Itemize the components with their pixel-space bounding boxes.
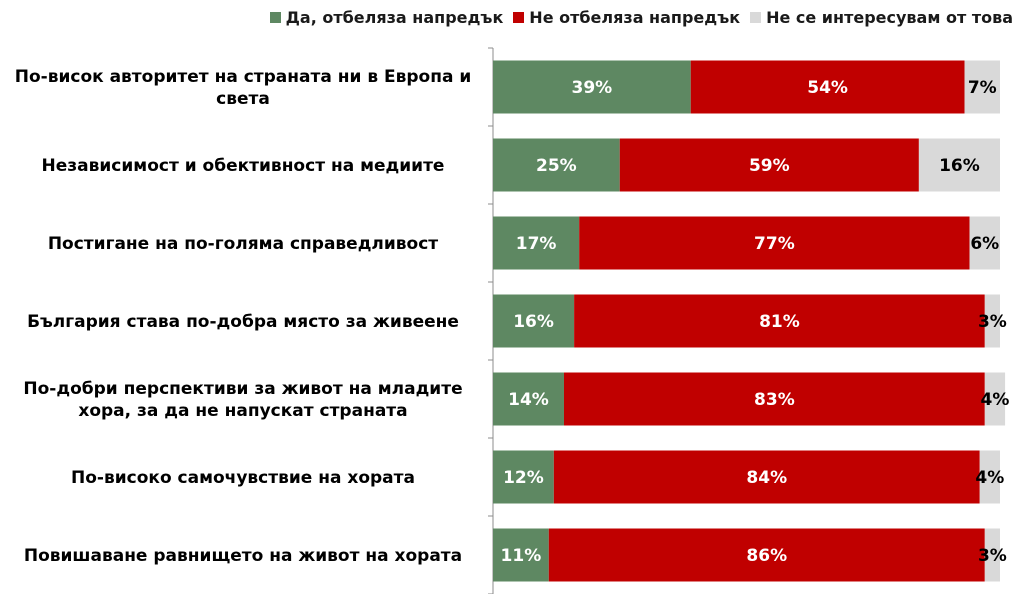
bar-segment-progress <box>493 450 554 504</box>
bar-segment-no-progress <box>619 138 919 192</box>
bar-segment-no-progress <box>553 450 980 504</box>
bar-value-label: 83% <box>754 390 795 410</box>
category-label: По-добри перспективи за живот на младите… <box>23 379 462 421</box>
bar-value-label: 54% <box>807 78 848 98</box>
legend-label-not-interested: Не се интересувам от това <box>766 8 1013 27</box>
category-label: По-висок авторитет на страната ни в Евро… <box>15 67 472 109</box>
bar-segment-no-progress <box>563 372 985 426</box>
bar-value-label: 59% <box>749 156 790 176</box>
category-label: Повишаване равнището на живот на хората <box>24 546 462 566</box>
legend-label-progress: Да, отбеляза напредък <box>285 8 504 27</box>
bar-segment-progress <box>493 138 620 192</box>
bar-segment-progress <box>493 294 575 348</box>
bar-value-label: 77% <box>754 234 795 254</box>
bar-value-label: 4% <box>975 468 1004 488</box>
category-label: Независимост и обективност на медиите <box>42 156 445 176</box>
bar-segment-not-interested <box>984 528 1000 582</box>
legend-swatch-no-progress <box>513 12 525 23</box>
bar-value-label: 17% <box>516 234 557 254</box>
bar-segment-no-progress <box>690 60 965 114</box>
bar-value-label: 14% <box>508 390 549 410</box>
bar-segment-not-interested <box>979 450 1000 504</box>
bar-value-label: 4% <box>980 390 1009 410</box>
bar-value-label: 7% <box>968 78 997 98</box>
bar-value-label: 86% <box>746 546 787 566</box>
bar-segment-no-progress <box>579 216 970 270</box>
legend-swatch-progress <box>269 12 281 23</box>
bar-value-label: 11% <box>501 546 542 566</box>
bar-segment-not-interested <box>984 372 1006 426</box>
bar-segment-progress <box>493 372 564 426</box>
bar-segment-no-progress <box>574 294 985 348</box>
bar-value-label: 39% <box>572 78 613 98</box>
bar-segment-not-interested <box>964 60 1000 114</box>
bar-value-label: 12% <box>503 468 544 488</box>
legend-swatch-not-interested <box>750 12 762 23</box>
bar-value-label: 3% <box>978 312 1007 332</box>
legend: Да, отбеляза напредък Не отбеляза напред… <box>260 8 1013 27</box>
category-label: Постигане на по-голяма справедливост <box>48 234 438 254</box>
bar-segment-no-progress <box>548 528 985 582</box>
bar-value-label: 3% <box>978 546 1007 566</box>
bar-segment-not-interested <box>969 216 1000 270</box>
bar-value-label: 16% <box>939 156 980 176</box>
legend-item-no-progress: Не отбеляза напредък <box>513 8 740 27</box>
legend-item-progress: Да, отбеляза напредък <box>269 8 504 27</box>
bar-segment-progress <box>493 528 549 582</box>
bar-segment-not-interested <box>918 138 1000 192</box>
bar-value-label: 84% <box>746 468 787 488</box>
legend-label-no-progress: Не отбеляза напредък <box>529 8 741 27</box>
bar-segment-progress <box>493 60 691 114</box>
bar-value-label: 6% <box>970 234 999 254</box>
bar-value-label: 16% <box>513 312 554 332</box>
bar-value-label: 81% <box>759 312 800 332</box>
category-label: По-високо самочувствие на хората <box>71 468 415 488</box>
bar-segment-not-interested <box>984 294 1000 348</box>
category-label: България става по-добра място за живеене <box>27 312 459 332</box>
bar-segment-progress <box>493 216 580 270</box>
bar-value-label: 25% <box>536 156 577 176</box>
legend-item-not-interested: Не се интересувам от това <box>750 8 1013 27</box>
